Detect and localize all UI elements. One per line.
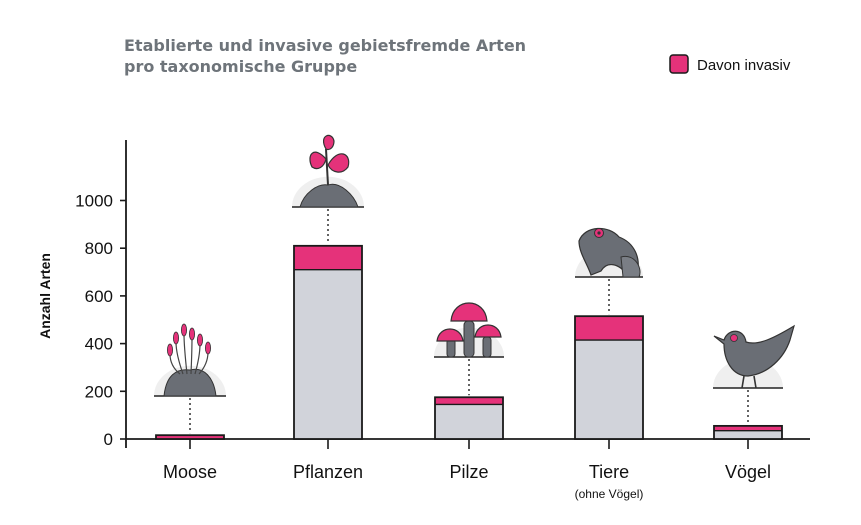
plant-sprout-icon <box>292 134 364 244</box>
bar-vögel <box>713 424 783 440</box>
legend-swatch-invasive <box>669 54 689 74</box>
category-label: Pilze <box>449 462 488 482</box>
bar-moose <box>155 434 225 440</box>
x-axis <box>126 438 810 449</box>
bar-established-segment <box>575 340 643 439</box>
mushroom-icon <box>434 302 504 396</box>
category-label: Vögel <box>725 462 771 482</box>
chart-title-line-2: pro taxonomische Gruppe <box>124 57 357 76</box>
bar-outline <box>574 315 644 440</box>
bar-tiere <box>574 315 644 440</box>
moss-icon <box>154 323 226 434</box>
bird-icon <box>713 324 795 424</box>
bar-established-segment <box>435 404 503 439</box>
bar-pflanzen <box>293 244 363 440</box>
y-tick-label: 600 <box>85 287 113 306</box>
y-tick-label: 800 <box>85 239 113 258</box>
icons <box>154 134 795 434</box>
y-tick-label: 200 <box>85 382 113 401</box>
category-sublabel: (ohne Vögel) <box>575 487 644 501</box>
y-axis: 0 200 400 600 800 1000 <box>75 140 127 449</box>
category-labels: Moose Pflanzen Pilze Tiere (ohne Vögel) Vögel <box>163 462 771 501</box>
bar-outline <box>434 396 504 440</box>
category-label: Moose <box>163 462 217 482</box>
legend-label-invasive: Davon invasiv <box>697 57 791 74</box>
y-tick-label: 400 <box>85 335 113 354</box>
bar-invasive-segment <box>435 397 503 405</box>
bar-outline <box>293 244 363 440</box>
bar-outline <box>713 424 783 440</box>
y-tick-label: 0 <box>104 430 113 449</box>
bar-invasive-segment <box>156 435 224 439</box>
category-label: Pflanzen <box>293 462 363 482</box>
chart-title-line-1: Etablierte und invasive gebietsfremde Ar… <box>124 36 526 55</box>
frog-icon <box>575 227 643 315</box>
legend: Davon invasiv <box>669 54 791 74</box>
category-label: Tiere <box>589 462 629 482</box>
bar-pilze <box>434 396 504 440</box>
bar-established-segment <box>714 430 782 439</box>
bar-invasive-segment <box>294 245 362 270</box>
y-tick-label: 1000 <box>75 192 113 211</box>
y-axis-label: Anzahl Arten <box>37 253 53 339</box>
chart-title: Etablierte und invasive gebietsfremde Ar… <box>124 36 526 76</box>
bars <box>155 244 783 440</box>
bar-established-segment <box>294 269 362 439</box>
bar-invasive-segment <box>575 316 643 341</box>
bar-outline <box>155 434 225 440</box>
bar-invasive-segment <box>714 425 782 431</box>
